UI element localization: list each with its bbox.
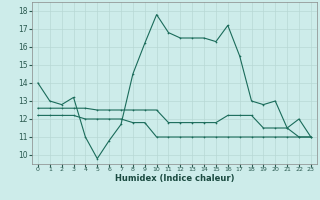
X-axis label: Humidex (Indice chaleur): Humidex (Indice chaleur) [115,174,234,183]
